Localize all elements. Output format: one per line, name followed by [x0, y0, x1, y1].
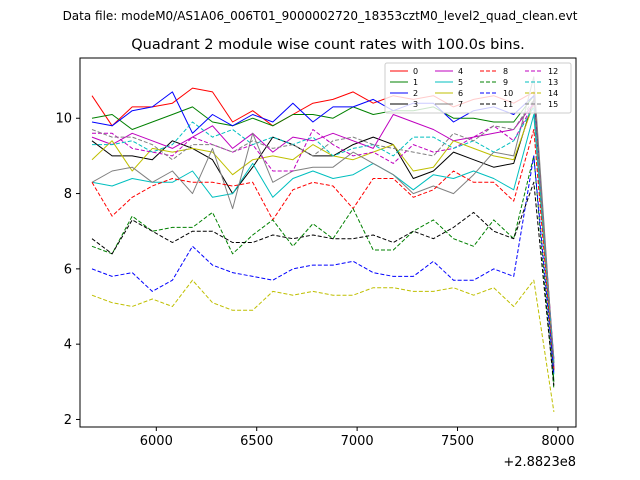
legend-label-5: 5 [458, 78, 463, 87]
legend-label-6: 6 [458, 89, 463, 98]
series-line-8 [91, 129, 555, 371]
series-line-1 [91, 95, 555, 382]
y-tick-label: 2 [64, 413, 72, 428]
series-line-6 [91, 102, 555, 371]
legend-label-9: 9 [503, 78, 508, 87]
series-line-15 [91, 98, 555, 360]
x-tick-label: 7500 [441, 434, 474, 449]
y-tick-label: 8 [64, 187, 72, 202]
legend-box [384, 62, 572, 114]
legend-label-10: 10 [503, 89, 513, 98]
axes-frame [79, 57, 577, 428]
legend-label-4: 4 [458, 67, 463, 76]
legend-label-2: 2 [413, 89, 418, 98]
chart-suptitle: Data file: modeM0/AS1A06_006T01_90000027… [63, 9, 578, 23]
legend-label-15: 15 [548, 100, 558, 109]
series-group [91, 76, 555, 412]
legend-label-0: 0 [413, 67, 418, 76]
y-tick-label: 6 [64, 262, 72, 277]
series-line-10 [91, 155, 555, 375]
x-tick-label: 6000 [140, 434, 173, 449]
legend-label-3: 3 [413, 100, 418, 109]
x-tick-label: 7000 [341, 434, 374, 449]
series-line-11 [91, 181, 555, 386]
chart-title: Quadrant 2 module wise count rates with … [131, 37, 525, 53]
legend-label-7: 7 [458, 100, 463, 109]
legend-label-11: 11 [503, 100, 513, 109]
y-tick-label: 4 [64, 338, 72, 353]
legend-label-13: 13 [548, 78, 558, 87]
series-line-13 [92, 106, 555, 364]
series-line-5 [91, 114, 555, 375]
y-tick-label: 10 [55, 112, 72, 127]
x-tick-label: 8000 [541, 434, 574, 449]
x-tick-label: 6500 [240, 434, 273, 449]
legend-label-8: 8 [503, 67, 508, 76]
series-line-7 [91, 76, 555, 367]
legend-label-12: 12 [548, 67, 558, 76]
legend-label-1: 1 [413, 78, 418, 87]
series-line-9 [91, 155, 555, 390]
series-line-12 [92, 102, 555, 360]
plot-area: 6000 6500 7000 7500 800024681001234567891011… [55, 57, 577, 449]
series-line-3 [91, 98, 555, 371]
legend-label-14: 14 [548, 89, 558, 98]
series-line-14 [91, 279, 555, 412]
x-offset-label: +2.8823e8 [503, 455, 576, 470]
